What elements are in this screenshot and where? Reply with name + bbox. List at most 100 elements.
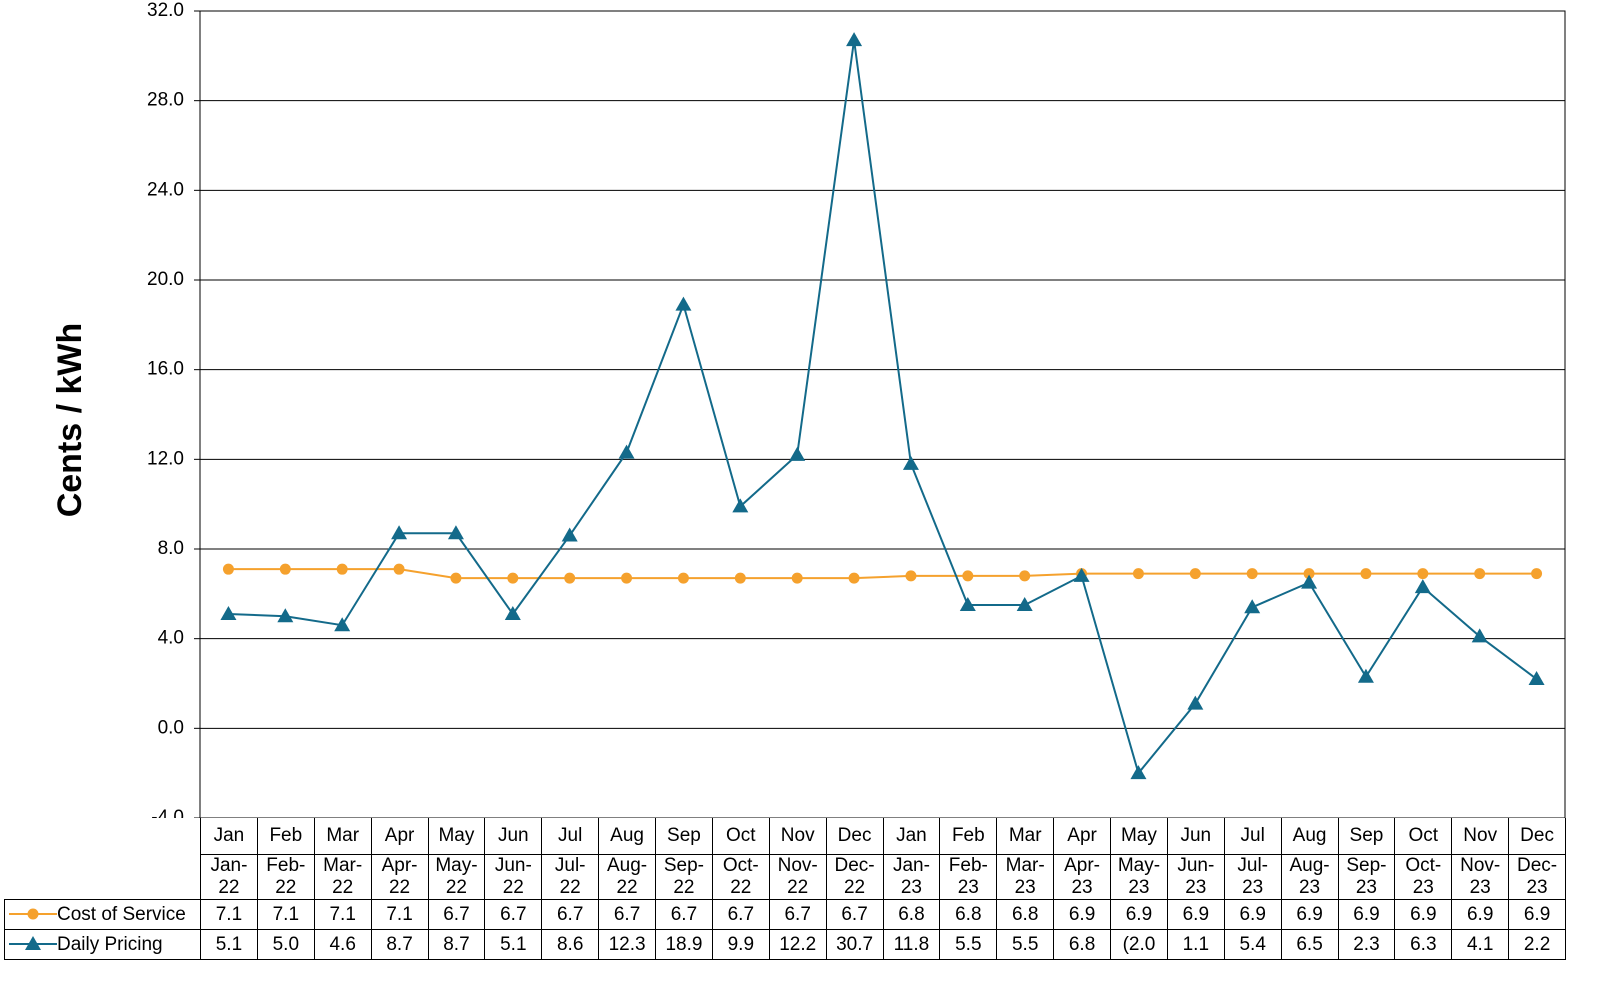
table-row: Daily Pricing 5.1 5.0 4.6 8.7 8.7 5.1 8.6 12.3 18… <box>4 929 1566 960</box>
table-value: 2.2 <box>1508 929 1566 960</box>
x-tick-label: Nov <box>768 818 827 855</box>
marker <box>1360 568 1372 580</box>
y-tick-label: 28.0 <box>147 90 184 111</box>
x-tick-label: Aug <box>598 818 656 855</box>
marker <box>1474 568 1486 580</box>
x-tick-label: Aug <box>1280 818 1339 855</box>
table-value: 6.9 <box>1280 899 1339 930</box>
marker <box>1246 568 1258 580</box>
x-tick-label: Oct <box>711 818 770 855</box>
table-value: 6.8 <box>882 899 941 930</box>
y-tick-label: 24.0 <box>147 179 184 200</box>
marker <box>220 606 237 621</box>
marker <box>1417 568 1429 580</box>
table-value: 6.9 <box>1110 899 1168 930</box>
marker <box>564 572 576 584</box>
table-value: 6.7 <box>825 899 884 930</box>
x-tick-label: Dec <box>825 818 884 855</box>
table-value: 6.7 <box>598 899 656 930</box>
table-header-cell: Mar- 23 <box>996 854 1055 900</box>
table-value: 7.1 <box>200 899 258 930</box>
table-value: 6.7 <box>711 899 770 930</box>
x-tick-label: Mar <box>996 818 1055 855</box>
marker <box>848 572 860 584</box>
table-value: 6.7 <box>484 899 543 930</box>
marker <box>222 563 234 575</box>
marker <box>1073 567 1090 582</box>
marker <box>962 570 974 582</box>
table-value: 6.9 <box>1508 899 1566 930</box>
table-value: 6.8 <box>939 899 998 930</box>
marker <box>902 455 919 470</box>
table-header-cell: Jun- 23 <box>1166 854 1225 900</box>
table-value: 2.3 <box>1337 929 1396 960</box>
table-value: 12.2 <box>768 929 827 960</box>
marker <box>277 608 294 623</box>
legend-key <box>9 936 57 951</box>
table-value: 6.7 <box>427 899 486 930</box>
marker <box>732 498 749 513</box>
table-header-cell: Aug- 22 <box>598 854 656 900</box>
marker <box>450 572 462 584</box>
table-header-cell: May- 22 <box>427 854 486 900</box>
marker <box>27 908 39 920</box>
marker <box>1130 765 1147 780</box>
table-value: 6.8 <box>1053 929 1111 960</box>
marker <box>507 572 519 584</box>
marker <box>959 597 976 612</box>
table-header-cell: Apr- 23 <box>1053 854 1111 900</box>
marker <box>791 572 803 584</box>
legend-entry: Daily Pricing <box>4 929 201 960</box>
table-value: 6.3 <box>1394 929 1453 960</box>
marker <box>336 563 348 575</box>
table-value: 5.0 <box>256 929 315 960</box>
x-tick-label: Sep <box>655 818 713 855</box>
marker <box>1187 695 1204 710</box>
x-tick-label: May <box>1110 818 1168 855</box>
table-header-cell: Dec- 23 <box>1508 854 1566 900</box>
table-header-cell: Jun- 22 <box>484 854 543 900</box>
y-tick-label: 4.0 <box>158 628 184 649</box>
table-header-cell: Jul- 22 <box>541 854 600 900</box>
marker <box>1531 568 1543 580</box>
marker <box>621 572 633 584</box>
marker <box>393 563 405 575</box>
y-tick-label: 12.0 <box>147 448 184 469</box>
table-header-cell: Feb- 23 <box>939 854 998 900</box>
table-header-cell: Sep- 23 <box>1337 854 1396 900</box>
marker <box>504 606 521 621</box>
y-tick-label: 20.0 <box>147 269 184 290</box>
table-header-cell: Jan- 23 <box>882 854 941 900</box>
table-value: 6.9 <box>1166 899 1225 930</box>
x-tick-label: Dec <box>1508 818 1566 855</box>
marker <box>561 527 578 542</box>
legend-label: Daily Pricing <box>57 933 163 955</box>
table-header-cell: Nov- 23 <box>1451 854 1510 900</box>
table-value: 7.1 <box>370 899 429 930</box>
marker <box>1132 568 1144 580</box>
table-value: 4.6 <box>313 929 372 960</box>
marker <box>334 617 351 632</box>
table-value: 7.1 <box>256 899 315 930</box>
y-tick-label: 0.0 <box>158 717 184 738</box>
legend-label: Cost of Service <box>57 903 186 925</box>
x-tick-label: Jul <box>1223 818 1282 855</box>
marker <box>1016 597 1033 612</box>
x-tick-label: Oct <box>1394 818 1453 855</box>
table-header-cell: Aug- 23 <box>1280 854 1339 900</box>
series-line <box>228 40 1538 776</box>
x-tick-label: Apr <box>1053 818 1111 855</box>
table-header-cell: Dec- 22 <box>825 854 884 900</box>
table-value: 30.7 <box>825 929 884 960</box>
table-value: (2.0 <box>1110 929 1168 960</box>
x-tick-label: Jun <box>1166 818 1225 855</box>
table-value: 6.9 <box>1053 899 1111 930</box>
marker <box>846 32 863 47</box>
table-header-cell: Jul- 23 <box>1223 854 1282 900</box>
x-tick-label: Nov <box>1451 818 1510 855</box>
table-header-cell: May- 23 <box>1110 854 1168 900</box>
table-value: 8.6 <box>541 929 600 960</box>
table-value: 6.8 <box>996 899 1055 930</box>
table-header-cell: Oct- 23 <box>1394 854 1453 900</box>
marker <box>677 572 689 584</box>
